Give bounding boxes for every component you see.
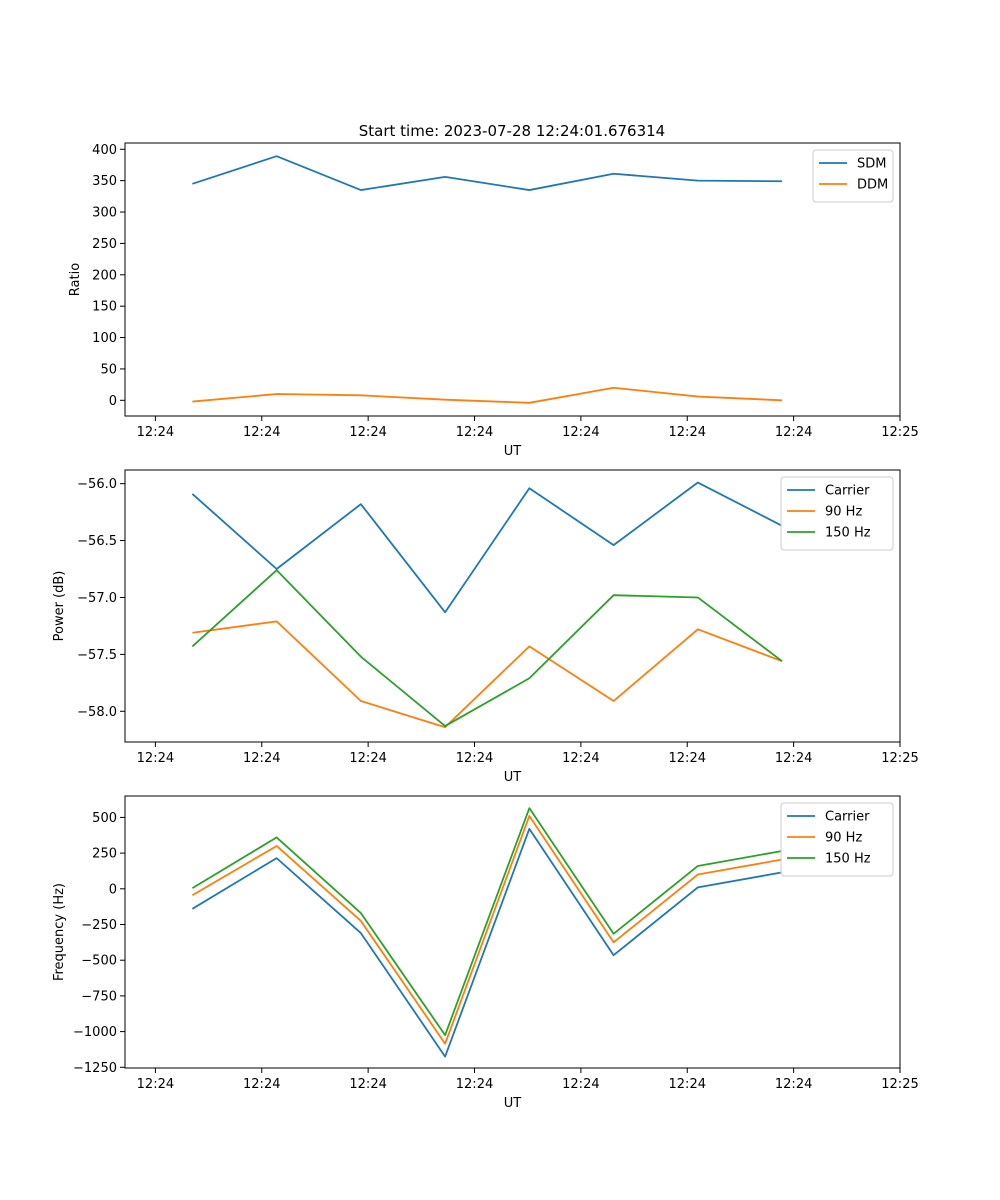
- axes-frame: [124, 142, 901, 417]
- y-axis-label: Power (dB): [52, 571, 67, 642]
- y-tick-label: 150: [92, 300, 117, 315]
- x-tick-label: 12:24: [775, 425, 812, 440]
- x-tick-label: 12:24: [562, 425, 599, 440]
- x-tick-label: 12:24: [243, 751, 280, 766]
- axes-frame: [124, 469, 901, 743]
- y-tick-label: −250: [81, 918, 117, 933]
- series-line-90-hz: [192, 620, 783, 729]
- series-line-carrier: [191, 481, 783, 614]
- y-tick-label: −1250: [73, 1061, 117, 1076]
- x-tick-label: 12:24: [349, 425, 386, 440]
- y-tick-label: 0: [109, 882, 117, 897]
- x-tick-label: 12:24: [775, 1077, 812, 1092]
- y-tick-label: −750: [81, 989, 117, 1004]
- y-tick-label: 250: [92, 847, 117, 862]
- x-tick-label: 12:24: [669, 1077, 706, 1092]
- x-tick-label: 12:24: [243, 1077, 280, 1092]
- chart-2: 12:24 12:24 12:24 12:24 12:24 12:24 12:24 12:25…: [52, 469, 919, 785]
- chart-3: 12:24 12:24 12:24 12:24 12:24 12:24 12:24 12:25…: [52, 795, 919, 1111]
- y-axis-label: Frequency (Hz): [52, 883, 67, 981]
- chart-1: 12:24 12:24 12:24 12:24 12:24 12:24 12:24 12:25…: [68, 142, 919, 459]
- x-tick-label: 12:25: [881, 751, 918, 766]
- legend: Carrier 90 Hz 150 Hz: [780, 476, 894, 551]
- y-tick-label: 0: [109, 394, 117, 409]
- x-tick-label: 12:24: [349, 751, 386, 766]
- figure-title: Start time: 2023-07-28 12:24:01.676314: [359, 122, 665, 140]
- x-tick-label: 12:24: [669, 425, 706, 440]
- x-tick-label: 12:24: [456, 751, 493, 766]
- y-tick-label: 400: [92, 143, 117, 158]
- y-tick-label: 100: [92, 331, 117, 346]
- legend-label: Carrier: [825, 810, 870, 825]
- y-tick-label: −57.0: [77, 591, 117, 606]
- x-tick-label: 12:24: [349, 1077, 386, 1092]
- legend-label: SDM: [857, 157, 886, 172]
- x-tick-label: 12:24: [775, 751, 812, 766]
- y-tick-label: 350: [92, 174, 117, 189]
- series-line-sdm: [192, 155, 783, 191]
- y-tick-label: 250: [92, 237, 117, 252]
- legend: Carrier 90 Hz 150 Hz: [780, 802, 894, 877]
- y-axis-label: Ratio: [68, 263, 83, 296]
- y-tick-label: 500: [92, 811, 117, 826]
- x-axis-label: UT: [504, 444, 522, 459]
- series-line-carrier: [191, 827, 783, 1058]
- axes-frame: [124, 795, 901, 1069]
- legend-label: 150 Hz: [825, 852, 871, 867]
- legend-label: 150 Hz: [825, 526, 871, 541]
- x-tick-label: 12:24: [562, 1077, 599, 1092]
- legend-label: 90 Hz: [825, 831, 862, 846]
- series-line-90-hz: [191, 815, 783, 1045]
- y-tick-label: 200: [92, 268, 117, 283]
- y-tick-label: −56.5: [77, 534, 117, 549]
- x-tick-label: 12:24: [137, 425, 174, 440]
- legend-label: Carrier: [825, 484, 870, 499]
- y-tick-label: 50: [100, 362, 117, 377]
- y-tick-label: −56.0: [77, 477, 117, 492]
- x-axis-label: UT: [504, 1096, 522, 1111]
- y-tick-label: −1000: [73, 1025, 117, 1040]
- x-tick-label: 12:24: [456, 1077, 493, 1092]
- x-tick-label: 12:24: [669, 751, 706, 766]
- x-tick-label: 12:24: [562, 751, 599, 766]
- x-tick-label: 12:25: [881, 425, 918, 440]
- charts-container: 12:24 12:24 12:24 12:24 12:24 12:24 12:24 12:25…: [52, 142, 919, 1111]
- y-tick-label: −58.0: [77, 705, 117, 720]
- y-tick-label: −500: [81, 954, 117, 969]
- legend-label: DDM: [857, 178, 888, 193]
- series-line-150-hz: [191, 569, 783, 727]
- legend-label: 90 Hz: [825, 505, 862, 520]
- y-tick-label: 300: [92, 206, 117, 221]
- x-tick-label: 12:24: [243, 425, 280, 440]
- x-tick-label: 12:24: [137, 1077, 174, 1092]
- legend: SDM DDM: [812, 149, 894, 203]
- y-tick-label: −57.5: [77, 648, 117, 663]
- x-tick-label: 12:24: [137, 751, 174, 766]
- series-line-ddm: [192, 386, 783, 404]
- x-tick-label: 12:24: [456, 425, 493, 440]
- x-tick-label: 12:25: [881, 1077, 918, 1092]
- series-line-150-hz: [191, 807, 783, 1037]
- x-axis-label: UT: [504, 770, 522, 785]
